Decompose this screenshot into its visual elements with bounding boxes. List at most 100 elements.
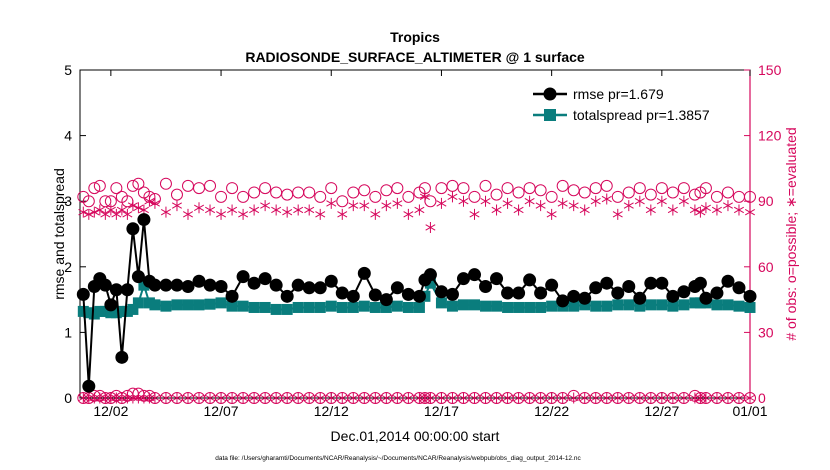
obs-evaluated-zero-marker [436, 392, 447, 404]
totalspread-marker [513, 301, 525, 313]
obs-evaluated-zero-marker [601, 392, 612, 404]
rmse-marker [115, 350, 129, 364]
obs-possible-marker [99, 195, 112, 208]
obs-evaluated-marker [634, 195, 645, 207]
legend-box [530, 80, 735, 128]
totalspread-marker [281, 303, 293, 315]
obs-evaluated-marker [557, 197, 568, 209]
obs-evaluated-zero-marker [171, 392, 182, 404]
obs-evaluated-zero-marker [227, 392, 238, 404]
totalspread-marker [568, 300, 580, 312]
rmse-marker [732, 281, 746, 295]
obs-possible-marker [578, 186, 591, 199]
rmse-marker [109, 283, 123, 297]
rmse-marker [523, 273, 537, 287]
obs-evaluated-zero-marker [260, 392, 271, 404]
obs-evaluated-marker [381, 200, 392, 212]
totalspread-marker [270, 303, 282, 315]
totalspread-marker [579, 299, 591, 311]
obs-possible-marker [314, 190, 327, 203]
obs-possible-marker [556, 179, 569, 192]
obs-evaluated-marker [83, 208, 94, 220]
rmse-line [82, 219, 751, 387]
obs-possible-marker [666, 186, 679, 199]
totalspread-marker [105, 307, 117, 319]
obs-evaluated-marker [733, 204, 744, 216]
obs-possible-marker [82, 195, 95, 208]
obs-evaluated-marker [689, 204, 700, 216]
totalspread-marker [303, 301, 315, 313]
obs-evaluated-marker [94, 204, 105, 216]
totalspread-marker [656, 299, 668, 311]
obs-evaluated-zero-marker [678, 392, 689, 404]
obs-evaluated-marker [193, 202, 205, 214]
obs-evaluated-marker [282, 206, 293, 218]
obs-evaluated-marker [370, 208, 381, 220]
legend: rmse pr=1.679 totalspread pr=1.3857 [530, 80, 735, 128]
totalspread-marker [446, 300, 458, 312]
y-right-tick-label: 30 [758, 324, 774, 340]
rmse-marker [699, 291, 713, 305]
y-right-tick-label: 90 [758, 193, 774, 209]
obs-evaluated-marker [590, 195, 601, 207]
rmse-marker [346, 289, 360, 303]
obs-evaluated-marker [722, 200, 733, 212]
obs-possible-marker [622, 186, 635, 199]
obs-evaluated-zero-marker [370, 392, 381, 404]
totalspread-marker [226, 300, 238, 312]
obs-evaluated-marker [469, 208, 480, 220]
obs-evaluated-marker [227, 204, 238, 216]
rmse-marker [445, 287, 459, 301]
totalspread-marker [711, 299, 723, 311]
obs-evaluated-zero-marker [193, 392, 205, 404]
rmse-marker [401, 287, 415, 301]
rmse-marker [379, 293, 393, 307]
obs-evaluated-zero-marker [425, 392, 436, 404]
obs-evaluated-marker [100, 208, 111, 220]
obs-evaluated-zero-marker [326, 392, 337, 404]
obs-evaluated-marker [695, 206, 706, 218]
obs-possible-marker [710, 190, 723, 203]
obs-evaluated-marker [656, 195, 667, 207]
rmse-marker [302, 281, 316, 295]
obs-possible-marker [325, 182, 338, 195]
obs-evaluated-zero-marker [160, 392, 171, 404]
obs-evaluated-zero-marker [502, 392, 513, 404]
totalspread-marker [535, 301, 547, 313]
obs-evaluated-marker [667, 204, 678, 216]
totalspread-marker [204, 298, 216, 310]
obs-possible-marker [159, 177, 172, 190]
obs-possible-marker [88, 182, 101, 195]
obs-evaluated-marker [612, 208, 623, 220]
y-left-tick-label: 1 [64, 324, 72, 340]
obs-evaluated-marker [216, 208, 227, 220]
obs-possible-marker [336, 195, 349, 208]
obs-evaluated-zero-marker [359, 392, 370, 404]
y-axis-label-left: rmse and totalspread [51, 168, 67, 300]
y-right-tick-label: 150 [758, 62, 782, 78]
totalspread-marker [160, 300, 172, 312]
obs-possible-marker [204, 179, 217, 192]
obs-possible-marker [545, 190, 558, 203]
rmse-marker [423, 268, 437, 282]
obs-evaluated-zero-marker [282, 392, 293, 404]
rmse-marker [644, 276, 658, 290]
obs-evaluated-marker [480, 195, 491, 207]
obs-evaluated-marker [568, 200, 579, 212]
rmse-marker [335, 286, 349, 300]
rmse-marker [170, 278, 184, 292]
totalspread-marker [314, 301, 326, 313]
totalspread-marker [391, 300, 403, 312]
rmse-marker [368, 288, 382, 302]
x-tick-label: 12/12 [314, 403, 349, 419]
obs-evaluated-marker [678, 195, 689, 207]
obs-evaluated-marker [645, 204, 656, 216]
obs-evaluated-zero-marker [381, 392, 392, 404]
totalspread-marker [336, 301, 348, 313]
obs-evaluated-zero-marker [458, 392, 469, 404]
obs-possible-marker [479, 179, 492, 192]
totalspread-marker [347, 301, 359, 313]
x-axis-label: Dec.01,2014 00:00:00 start [331, 428, 500, 444]
totalspread-marker [623, 299, 635, 311]
